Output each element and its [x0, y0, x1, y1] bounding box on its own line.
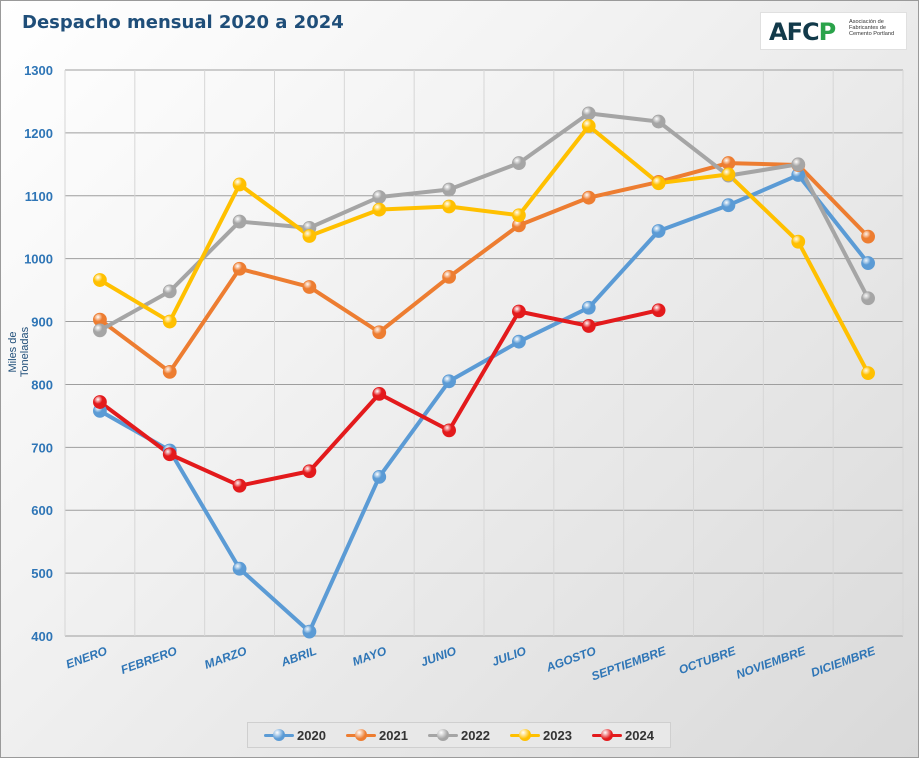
- x-tick-label: OCTUBRE: [677, 643, 738, 677]
- legend-swatch: [264, 728, 295, 742]
- x-tick-label: JUNIO: [419, 643, 459, 669]
- logo-text: Asociación de Fabricantes de Cemento Por…: [849, 19, 895, 38]
- data-point-2020: [861, 256, 875, 270]
- legend-item-2023: 2023: [510, 728, 572, 743]
- legend-swatch: [510, 728, 541, 742]
- legend-item-2024: 2024: [592, 728, 654, 743]
- series-line-2020: [97, 173, 871, 634]
- y-ticks: 400 500 600 700 800 900 1000 1100 1200 1300: [24, 63, 53, 644]
- series-line-2021: [97, 161, 871, 374]
- y-tick-label: 900: [31, 315, 53, 330]
- data-point-2022: [442, 182, 456, 197]
- data-point-2020: [651, 224, 666, 238]
- data-point-2021: [302, 280, 317, 294]
- x-tick-label: DICIEMBRE: [809, 643, 878, 680]
- legend-label: 2023: [543, 727, 572, 743]
- x-tick-label: MAYO: [350, 643, 388, 668]
- y-tick-label: 1000: [24, 252, 53, 267]
- y-tick-label: 500: [31, 566, 53, 581]
- data-point-2022: [791, 157, 806, 172]
- data-point-2020: [512, 334, 526, 349]
- y-tick-label: 700: [31, 440, 53, 455]
- data-point-2023: [372, 202, 387, 217]
- series-line-2023: [97, 123, 871, 376]
- data-point-2021: [372, 325, 387, 340]
- data-point-2021: [861, 229, 875, 244]
- y-tick-label: 1300: [24, 63, 53, 78]
- data-point-2023: [93, 273, 107, 287]
- data-point-2023: [162, 314, 177, 329]
- legend-swatch: [346, 728, 377, 742]
- data-point-2024: [581, 319, 596, 333]
- data-point-2024: [93, 395, 107, 409]
- data-point-2023: [791, 234, 806, 249]
- data-point-2022: [372, 190, 387, 204]
- data-point-2023: [302, 229, 317, 243]
- data-point-2022: [93, 323, 107, 338]
- legend-swatch: [592, 728, 623, 742]
- data-point-2022: [162, 284, 177, 299]
- data-point-2020: [721, 198, 736, 213]
- data-point-2023: [861, 366, 875, 381]
- x-tick-label: ENERO: [64, 643, 110, 671]
- data-point-2024: [302, 464, 317, 479]
- x-tick-label: JULIO: [490, 643, 529, 668]
- data-point-2022: [232, 214, 247, 229]
- data-point-2022: [512, 156, 526, 170]
- data-point-2024: [162, 447, 177, 462]
- data-point-2020: [232, 561, 247, 576]
- data-point-2022: [651, 114, 666, 129]
- x-tick-label: ABRIL: [278, 644, 318, 670]
- legend-label: 2024: [625, 727, 654, 743]
- series-line-2022: [97, 111, 871, 333]
- legend-label: 2021: [379, 727, 408, 743]
- legend-item-2020: 2020: [264, 728, 326, 743]
- series-markers: [93, 106, 875, 639]
- y-tick-label: 400: [31, 629, 53, 644]
- legend-swatch: [428, 728, 459, 742]
- data-point-2021: [581, 190, 596, 205]
- data-point-2024: [651, 303, 666, 318]
- data-point-2020: [372, 469, 387, 484]
- y-tick-label: 600: [31, 503, 53, 518]
- data-point-2022: [581, 106, 596, 121]
- legend-label: 2020: [297, 727, 326, 743]
- x-tick-label: NOVIEMBRE: [734, 643, 808, 681]
- y-tick-label: 800: [31, 377, 53, 392]
- data-point-2023: [651, 176, 666, 191]
- data-point-2020: [581, 300, 596, 315]
- data-point-2021: [162, 364, 177, 379]
- data-point-2023: [721, 167, 736, 182]
- legend-item-2021: 2021: [346, 728, 408, 743]
- legend-label: 2022: [461, 727, 490, 743]
- data-point-2024: [372, 386, 387, 401]
- data-point-2023: [581, 119, 596, 133]
- y-tick-label: 1200: [24, 126, 53, 141]
- data-point-2022: [861, 291, 875, 306]
- legend: 2020 2021 2022 2023 2024: [247, 722, 671, 748]
- legend-item-2022: 2022: [428, 728, 490, 743]
- data-point-2021: [232, 261, 247, 276]
- data-point-2024: [232, 478, 247, 493]
- data-point-2021: [442, 270, 456, 284]
- logo-mark: AFCP: [769, 18, 836, 46]
- data-point-2023: [232, 177, 247, 192]
- afcp-logo: AFCP Asociación de Fabricantes de Cement…: [760, 12, 907, 50]
- y-tick-label: 1100: [25, 189, 53, 204]
- x-tick-label: FEBRERO: [119, 643, 180, 676]
- x-tick-label: MARZO: [202, 643, 249, 671]
- x-tick-label: SEPTIEMBRE: [590, 643, 669, 683]
- data-point-2023: [512, 208, 526, 223]
- data-point-2023: [442, 199, 456, 214]
- data-point-2024: [512, 304, 526, 319]
- chart-title: Despacho mensual 2020 a 2024: [22, 12, 344, 33]
- grid: [64, 69, 904, 637]
- data-point-2024: [442, 423, 456, 438]
- line-chart: 400 500 600 700 800 900 1000 1100 1200 1300 ENERO…: [24, 63, 904, 684]
- data-point-2020: [442, 374, 456, 389]
- x-ticks: ENERO FEBRERO MARZO ABRIL MAYO JUNIO JULIO AGOS…: [64, 643, 878, 683]
- data-point-2020: [302, 624, 317, 639]
